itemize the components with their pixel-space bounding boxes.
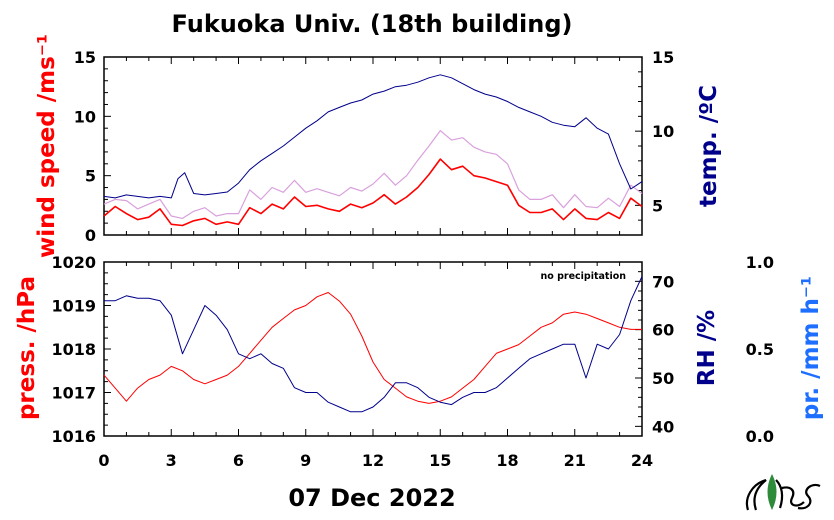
wind-speed-series-line: [103, 158, 643, 227]
right-tick-label: 50: [652, 369, 674, 388]
no-precipitation-note: no precipitation: [540, 271, 626, 282]
x-tick-label: 18: [496, 451, 518, 470]
x-tick-label: 0: [98, 451, 109, 470]
x-axis-tick-labels: 0 3 6 9 12 15 18 21 24: [98, 451, 653, 470]
x-tick-label: 9: [300, 451, 311, 470]
precip-axis-label: pr. /mm h⁻¹: [798, 276, 824, 420]
x-tick-label: 21: [564, 451, 586, 470]
left-tick-label: 10: [74, 107, 96, 126]
left-tick-label: 1017: [51, 384, 96, 403]
x-tick-label: 6: [233, 451, 244, 470]
right-tick-label: 10: [652, 122, 674, 141]
left-tick-label: 15: [74, 48, 96, 67]
bottom-panel-ticks: [103, 261, 643, 437]
temperature-series-line: [103, 74, 643, 199]
university-logo-icon: [745, 474, 821, 511]
left-tick-label: 1019: [51, 297, 96, 316]
wind-axis-label: wind speed /ms⁻¹: [34, 34, 60, 258]
right-tick-label: 40: [652, 417, 674, 436]
x-tick-label: 24: [631, 451, 653, 470]
left-tick-label: 1016: [51, 427, 96, 446]
pressure-series-line: [103, 292, 642, 404]
right-tick-label: 60: [652, 321, 674, 340]
figure-title: Fukuoka Univ. (18th building): [172, 10, 573, 38]
top-panel-series: [103, 74, 643, 227]
gust-series-line: [103, 130, 643, 219]
precip-tick-label: 0.0: [746, 427, 774, 446]
x-tick-label: 3: [166, 451, 177, 470]
pressure-axis-label: press. /hPa: [14, 276, 40, 420]
precip-axis-tick-labels: 0.0 0.5 1.0: [746, 253, 774, 446]
right-tick-label: 15: [652, 48, 674, 67]
left-tick-label: 5: [85, 167, 96, 186]
top-panel-ticks: [103, 56, 643, 236]
wind-axis-tick-labels: 0 5 10 15: [74, 48, 96, 245]
right-tick-label: 70: [652, 272, 674, 291]
left-tick-label: 1018: [51, 340, 96, 359]
rh-axis-tick-labels: 40 50 60 70: [652, 272, 674, 436]
x-axis-date-label: 07 Dec 2022: [288, 484, 455, 512]
rh-axis-label: RH /%: [694, 310, 720, 386]
temp-axis-label: temp. /ºC: [696, 85, 722, 207]
pressure-axis-tick-labels: 1016 1017 1018 1019 1020: [51, 253, 96, 446]
rh-series-line: [104, 276, 643, 413]
precip-tick-label: 1.0: [746, 253, 774, 272]
left-tick-label: 1020: [51, 253, 96, 272]
left-tick-label: 0: [85, 226, 96, 245]
bottom-panel-series: [103, 276, 643, 413]
temp-axis-tick-labels: 5 10 15: [652, 48, 674, 215]
precip-tick-label: 0.5: [746, 340, 774, 359]
x-tick-label: 15: [429, 451, 451, 470]
right-tick-label: 5: [652, 196, 663, 215]
x-tick-label: 12: [362, 451, 384, 470]
top-panel: 0 5 10 15 5 10 15 wind speed /ms⁻¹ temp. /ºC: [34, 34, 722, 258]
